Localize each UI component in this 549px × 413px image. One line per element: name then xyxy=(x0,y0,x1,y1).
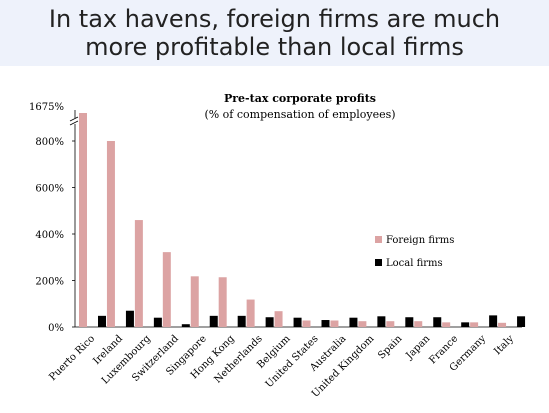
bar-foreign-hong-kong xyxy=(218,277,227,327)
bar-local-singapore xyxy=(209,315,218,327)
bar-local-spain xyxy=(405,317,414,327)
bar-local-japan xyxy=(433,317,442,327)
bar-local-australia xyxy=(349,317,358,327)
y-tick-label: 800% xyxy=(35,137,64,148)
legend-swatch-foreign xyxy=(375,236,382,243)
bar-foreign-united-states xyxy=(302,320,311,327)
bar-foreign-united-kingdom xyxy=(358,321,367,327)
bar-chart: Pre-tax corporate profits (% of compensa… xyxy=(29,92,526,400)
chart-title: Pre-tax corporate profits xyxy=(224,92,376,105)
bar-foreign-luxembourg xyxy=(134,220,143,327)
bar-local-italy xyxy=(517,316,526,327)
y-ticks: 0% 200% 400% 600% 800% xyxy=(35,137,75,334)
y-tick-label: 200% xyxy=(35,277,64,288)
bar-local-ireland xyxy=(125,310,134,327)
bar-local-hong-kong xyxy=(237,315,246,327)
bar-local-luxembourg xyxy=(153,317,162,327)
x-tick-label: Luxembourg xyxy=(100,333,154,387)
slide-title: In tax havens, foreign firms are much mo… xyxy=(0,0,549,61)
legend-label-local: Local firms xyxy=(386,258,443,269)
y-tick-label: 400% xyxy=(35,230,64,241)
bar-foreign-belgium xyxy=(274,311,283,327)
bar-foreign-singapore xyxy=(190,276,199,327)
bar-local-germany xyxy=(489,315,498,327)
slide-title-line-1: In tax havens, foreign firms are much xyxy=(48,5,501,33)
bar-foreign-spain xyxy=(386,321,395,327)
slide-title-line-2: more profitable than local firms xyxy=(85,33,464,61)
bar-local-netherlands xyxy=(265,317,274,327)
bar-local-france xyxy=(461,322,470,327)
bar-local-switzerland xyxy=(181,324,190,327)
legend-label-foreign: Foreign firms xyxy=(386,235,454,246)
bar-foreign-japan xyxy=(414,321,423,327)
bar-foreign-france xyxy=(442,322,451,327)
bar-foreign-switzerland xyxy=(162,252,171,327)
x-tick-label: Spain xyxy=(376,333,405,362)
y-tick-label-break: 1675% xyxy=(29,102,64,113)
bar-local-united-kingdom xyxy=(377,316,386,327)
bar-foreign-italy xyxy=(498,322,507,327)
y-tick-label: 600% xyxy=(35,184,64,195)
bar-foreign-australia xyxy=(330,320,339,327)
bar-foreign-puerto-rico xyxy=(79,113,87,327)
bar-local-belgium xyxy=(293,317,302,327)
bars xyxy=(79,113,526,327)
bar-local-united-states xyxy=(321,320,330,327)
bar-local-puerto-rico xyxy=(98,315,106,327)
legend: Foreign firms Local firms xyxy=(375,235,454,269)
axis-break-marker xyxy=(69,116,80,126)
legend-swatch-local xyxy=(375,259,382,266)
bar-foreign-germany xyxy=(470,322,479,327)
bar-foreign-ireland xyxy=(106,141,115,327)
y-tick-label: 0% xyxy=(48,323,64,334)
title-band: In tax havens, foreign firms are much mo… xyxy=(0,0,549,66)
bar-foreign-netherlands xyxy=(246,299,255,327)
x-tick-labels: Puerto RicoIrelandLuxembourgSwitzerlandS… xyxy=(47,333,516,400)
x-tick-label: Italy xyxy=(492,333,516,357)
chart-subtitle: (% of compensation of employees) xyxy=(204,108,395,121)
x-tick-label: Puerto Rico xyxy=(47,333,97,383)
